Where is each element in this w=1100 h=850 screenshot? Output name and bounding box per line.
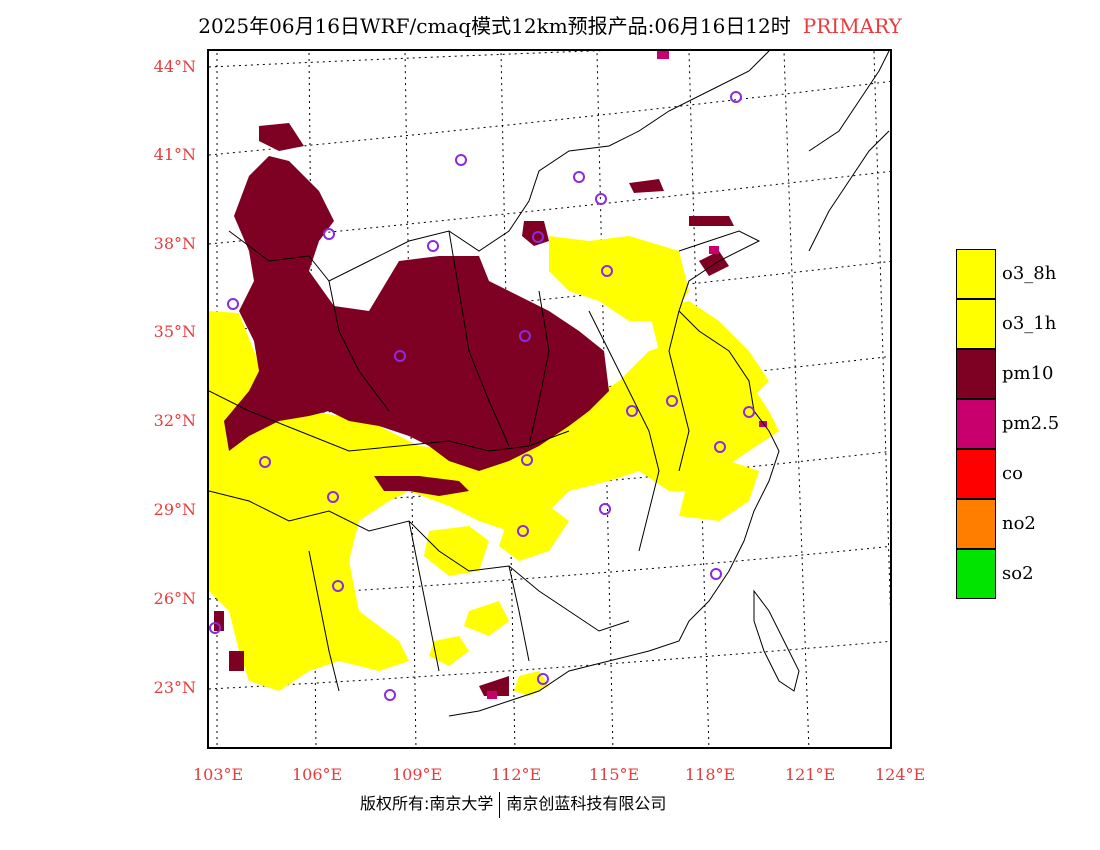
copyright-footer: 版权所有:南京大学 南京创蓝科技有限公司 xyxy=(360,790,666,818)
footer-separator xyxy=(499,791,501,818)
lon-label-109: 109°E xyxy=(392,765,443,784)
lon-label-118: 118°E xyxy=(685,765,736,784)
legend-swatch xyxy=(956,249,996,299)
legend-label: o3_8h xyxy=(1002,263,1057,284)
legend-label: pm10 xyxy=(1002,363,1054,384)
legend-swatch xyxy=(956,449,996,499)
station-markers xyxy=(209,91,755,701)
boundary-lines xyxy=(209,51,890,717)
lon-label-124: 124°E xyxy=(875,765,926,784)
lat-label-26: 26°N xyxy=(153,589,196,608)
legend-label: o3_1h xyxy=(1002,313,1057,334)
copyright-right: 南京创蓝科技有限公司 xyxy=(506,794,667,813)
lon-label-121: 121°E xyxy=(785,765,836,784)
map-title: 2025年06月16日WRF/cmaq模式12km预报产品:06月16日12时 P… xyxy=(0,10,1100,39)
map-panel xyxy=(207,49,892,749)
legend-swatch xyxy=(956,549,996,599)
legend-label: co xyxy=(1002,463,1023,484)
lat-label-41: 41°N xyxy=(153,145,196,164)
legend-label: so2 xyxy=(1002,563,1034,584)
lat-label-44: 44°N xyxy=(153,57,196,76)
title-primary-tag: PRIMARY xyxy=(802,14,902,38)
lat-label-35: 35°N xyxy=(153,322,196,341)
lon-label-112: 112°E xyxy=(491,765,542,784)
lon-label-115: 115°E xyxy=(589,765,640,784)
legend-swatch xyxy=(956,299,996,349)
lat-label-29: 29°N xyxy=(153,500,196,519)
title-main: 2025年06月16日WRF/cmaq模式12km预报产品:06月16日12时 xyxy=(198,14,791,38)
map-canvas xyxy=(209,51,890,747)
pm10-regions xyxy=(214,123,734,696)
copyright-left: 版权所有:南京大学 xyxy=(360,794,494,813)
legend-swatch xyxy=(956,349,996,399)
lat-label-32: 32°N xyxy=(153,411,196,430)
legend-label: pm2.5 xyxy=(1002,413,1060,434)
lon-label-103: 103°E xyxy=(193,765,244,784)
lon-label-106: 106°E xyxy=(292,765,343,784)
legend-label: no2 xyxy=(1002,513,1036,534)
legend-swatch xyxy=(956,499,996,549)
legend-swatch xyxy=(956,399,996,449)
pm25-regions xyxy=(487,51,767,699)
lat-label-23: 23°N xyxy=(153,678,196,697)
lat-label-38: 38°N xyxy=(153,234,196,253)
